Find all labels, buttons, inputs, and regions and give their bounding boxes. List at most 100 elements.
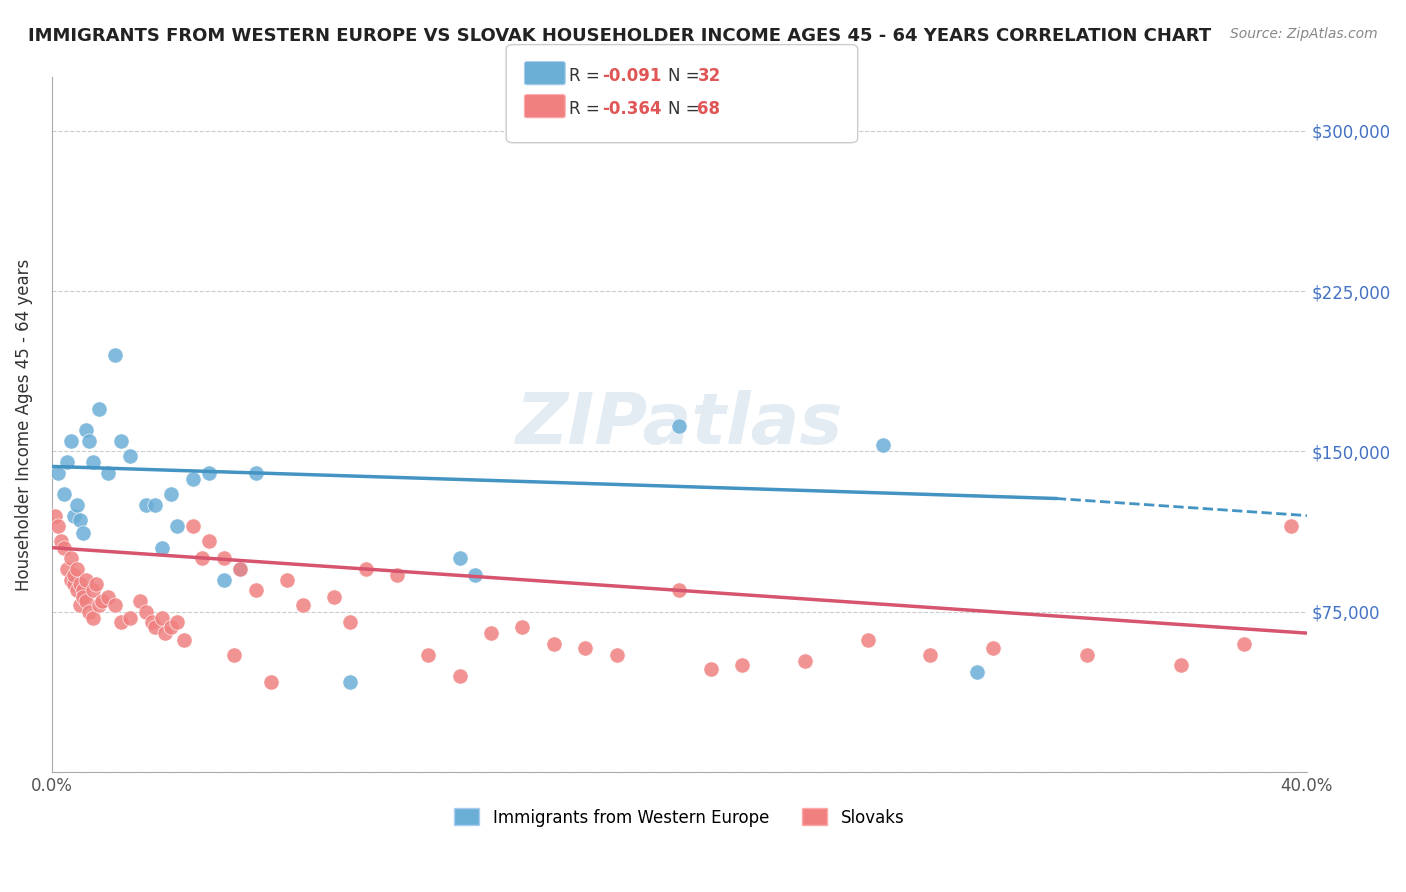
Text: R =: R = xyxy=(569,100,606,118)
Point xyxy=(69,513,91,527)
Point xyxy=(62,508,84,523)
Point xyxy=(166,519,188,533)
Point xyxy=(160,620,183,634)
Point xyxy=(75,423,97,437)
Point xyxy=(449,551,471,566)
Legend: Immigrants from Western Europe, Slovaks: Immigrants from Western Europe, Slovaks xyxy=(447,802,911,833)
Point xyxy=(920,648,942,662)
Point xyxy=(97,466,120,480)
Point xyxy=(479,626,502,640)
Point xyxy=(229,562,252,576)
Point xyxy=(197,466,219,480)
Point xyxy=(181,472,204,486)
Point xyxy=(323,590,346,604)
Point xyxy=(160,487,183,501)
Point xyxy=(153,626,176,640)
Point xyxy=(62,577,84,591)
Point xyxy=(339,615,361,630)
Point xyxy=(464,568,486,582)
Point xyxy=(181,519,204,533)
Point xyxy=(449,669,471,683)
Point xyxy=(51,534,73,549)
Point xyxy=(966,665,988,679)
Point xyxy=(79,434,101,448)
Point xyxy=(103,599,125,613)
Point xyxy=(731,658,754,673)
Point xyxy=(543,637,565,651)
Point xyxy=(668,418,690,433)
Text: N =: N = xyxy=(668,100,704,118)
Text: Source: ZipAtlas.com: Source: ZipAtlas.com xyxy=(1230,27,1378,41)
Point xyxy=(291,599,314,613)
Point xyxy=(87,599,110,613)
Point xyxy=(793,654,815,668)
Point xyxy=(82,611,104,625)
Point xyxy=(699,663,721,677)
Point xyxy=(1279,519,1302,533)
Text: ZIPatlas: ZIPatlas xyxy=(516,390,844,459)
Point xyxy=(46,519,69,533)
Point xyxy=(120,611,142,625)
Point xyxy=(222,648,245,662)
Point xyxy=(59,573,82,587)
Point xyxy=(141,615,163,630)
Point xyxy=(574,641,596,656)
Text: 68: 68 xyxy=(697,100,720,118)
Y-axis label: Householder Income Ages 45 - 64 years: Householder Income Ages 45 - 64 years xyxy=(15,259,32,591)
Point xyxy=(75,573,97,587)
Point xyxy=(56,562,79,576)
Point xyxy=(354,562,377,576)
Point xyxy=(173,632,195,647)
Point xyxy=(120,449,142,463)
Point xyxy=(197,534,219,549)
Point xyxy=(245,466,267,480)
Point xyxy=(66,583,89,598)
Point xyxy=(276,573,298,587)
Point xyxy=(214,573,236,587)
Point xyxy=(44,508,66,523)
Point xyxy=(110,615,132,630)
Point xyxy=(103,348,125,362)
Point xyxy=(75,594,97,608)
Point xyxy=(668,583,690,598)
Point xyxy=(1170,658,1192,673)
Point xyxy=(135,605,157,619)
Text: N =: N = xyxy=(668,67,704,85)
Point xyxy=(135,498,157,512)
Point xyxy=(150,541,173,555)
Text: R =: R = xyxy=(569,67,606,85)
Point xyxy=(69,599,91,613)
Point xyxy=(87,401,110,416)
Text: IMMIGRANTS FROM WESTERN EUROPE VS SLOVAK HOUSEHOLDER INCOME AGES 45 - 64 YEARS C: IMMIGRANTS FROM WESTERN EUROPE VS SLOVAK… xyxy=(28,27,1211,45)
Point xyxy=(91,594,114,608)
Point xyxy=(110,434,132,448)
Point xyxy=(59,434,82,448)
Point xyxy=(69,577,91,591)
Point xyxy=(46,466,69,480)
Text: 32: 32 xyxy=(697,67,721,85)
Point xyxy=(260,675,283,690)
Point xyxy=(143,498,166,512)
Point xyxy=(418,648,440,662)
Point xyxy=(82,583,104,598)
Point xyxy=(1076,648,1098,662)
Point xyxy=(981,641,1004,656)
Point xyxy=(385,568,408,582)
Point xyxy=(66,498,89,512)
Point xyxy=(1233,637,1256,651)
Point xyxy=(128,594,150,608)
Point xyxy=(166,615,188,630)
Point xyxy=(72,583,94,598)
Point xyxy=(72,525,94,540)
Point xyxy=(62,568,84,582)
Point xyxy=(214,551,236,566)
Point xyxy=(339,675,361,690)
Point xyxy=(79,605,101,619)
Point xyxy=(856,632,879,647)
Point xyxy=(56,455,79,469)
Point xyxy=(84,577,107,591)
Point xyxy=(143,620,166,634)
Point xyxy=(53,541,76,555)
Point xyxy=(245,583,267,598)
Text: -0.364: -0.364 xyxy=(602,100,661,118)
